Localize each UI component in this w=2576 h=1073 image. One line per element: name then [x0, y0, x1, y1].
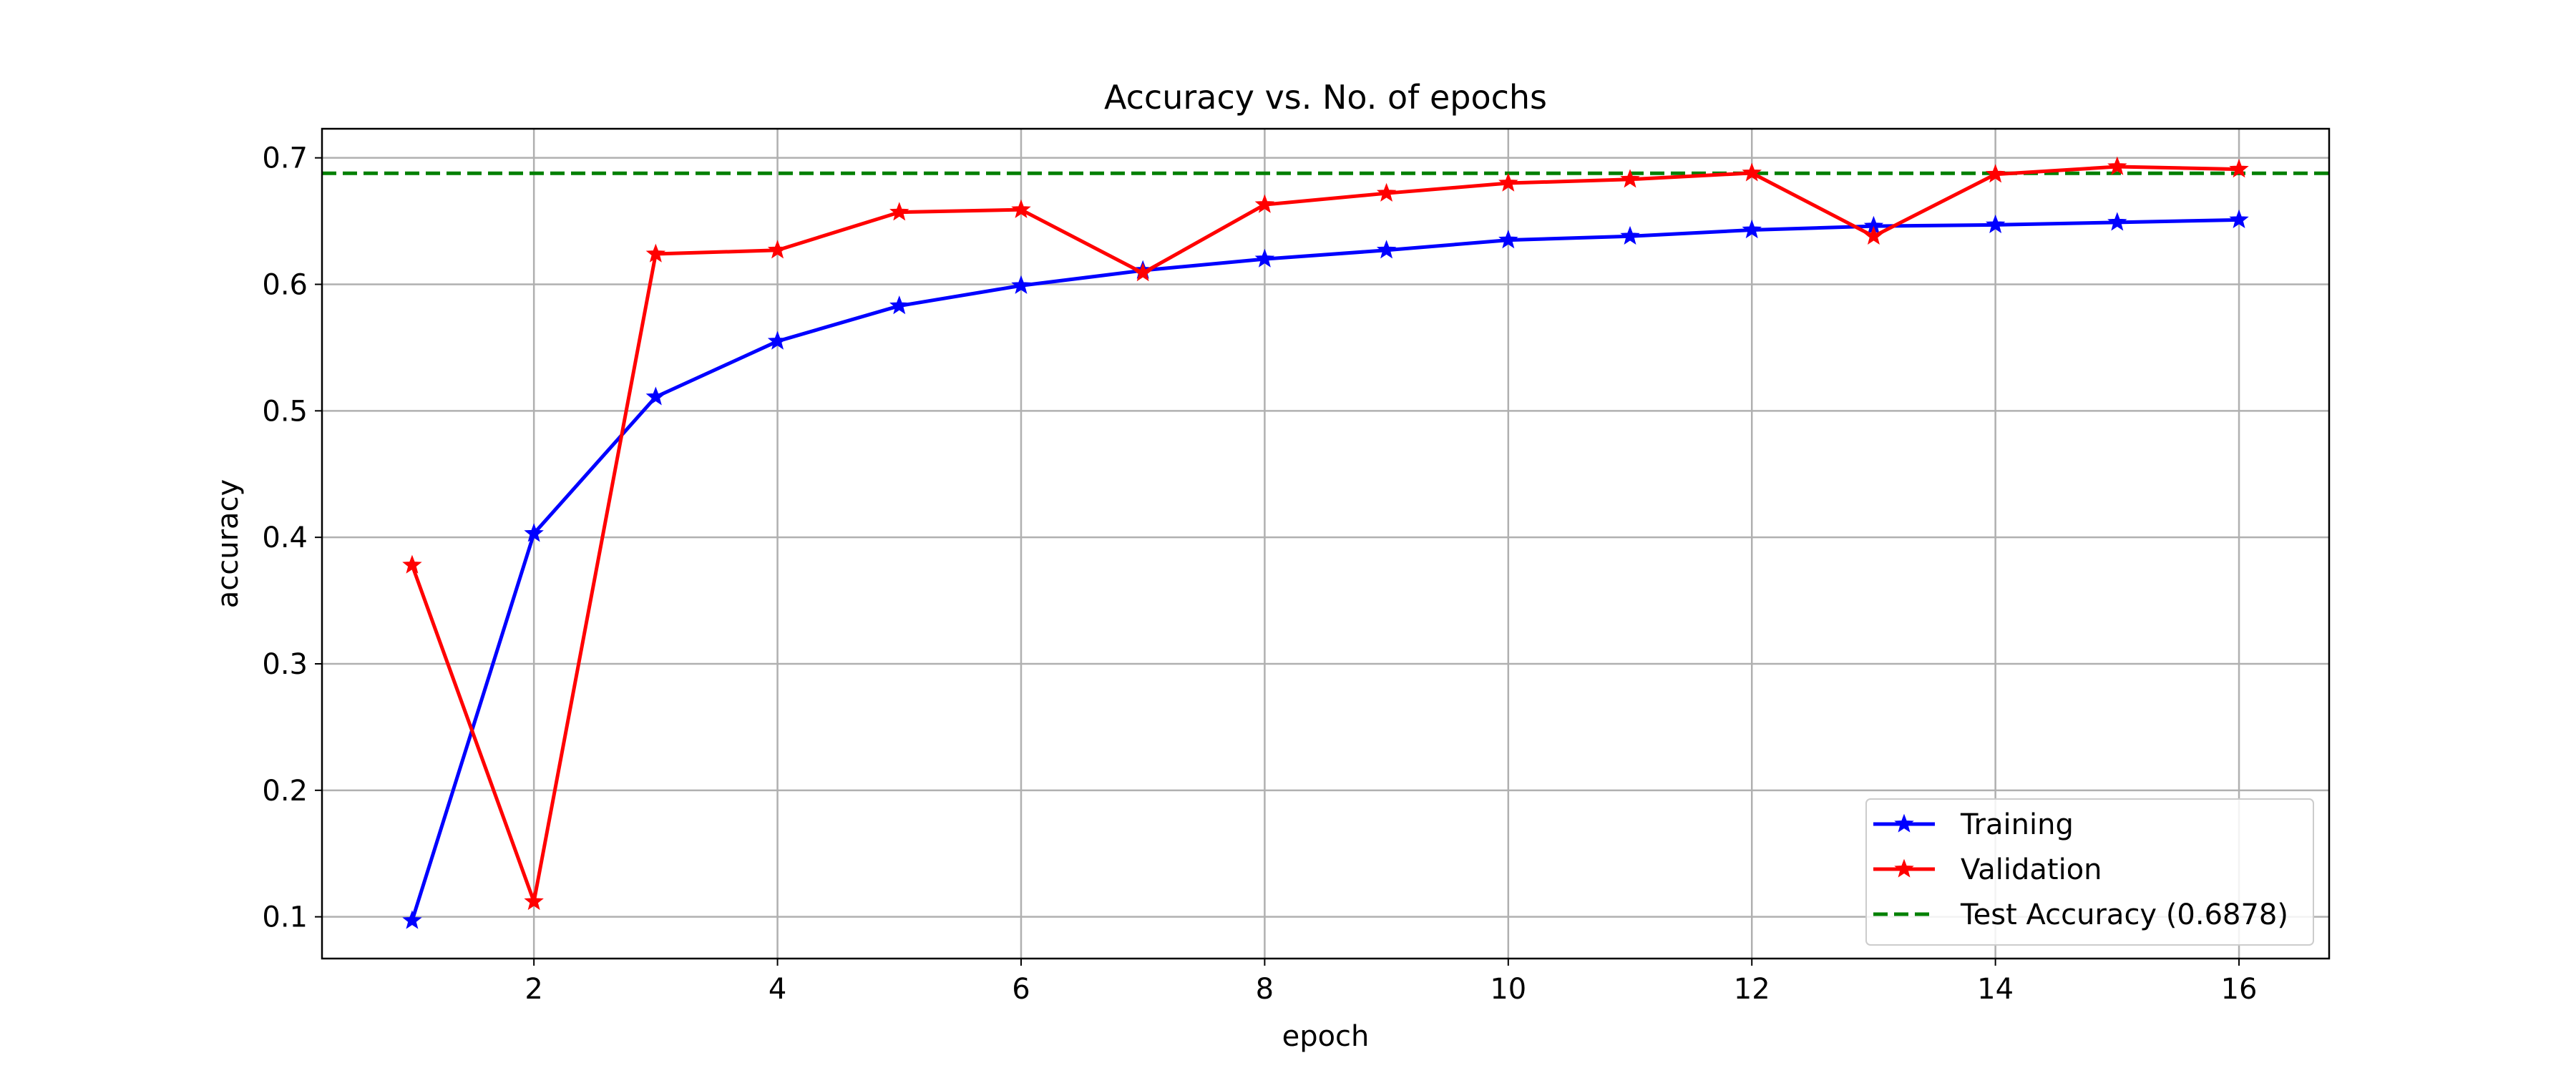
training-point	[1254, 248, 1275, 268]
training-point	[767, 330, 788, 350]
training-point	[2107, 212, 2127, 231]
validation-point	[1863, 225, 1884, 245]
y-tick-label: 0.1	[262, 901, 308, 934]
validation-line	[410, 165, 2240, 903]
validation-point	[1254, 194, 1275, 213]
x-tick-label: 2	[525, 973, 542, 1006]
validation-point	[2107, 156, 2127, 175]
training-point	[645, 386, 666, 406]
validation-point	[645, 243, 666, 263]
validation-point	[1133, 263, 1153, 282]
validation-point	[1498, 172, 1518, 192]
validation-point	[1011, 199, 1031, 218]
training-line	[410, 217, 2240, 921]
training-point	[1985, 214, 2006, 234]
x-tick-label: 12	[1734, 973, 1770, 1006]
training-point	[524, 523, 544, 542]
y-axis-label: accuracy	[212, 479, 245, 608]
x-tick-label: 6	[1012, 973, 1030, 1006]
chart-title: Accuracy vs. No. of epochs	[1104, 78, 1547, 117]
training-point	[2229, 209, 2249, 228]
validation-point	[2229, 159, 2249, 178]
y-tick-label: 0.4	[262, 521, 308, 554]
y-tick-label: 0.7	[262, 142, 308, 175]
training-point	[1376, 240, 1397, 259]
training-point	[1498, 230, 1518, 249]
validation-point	[1742, 162, 1762, 182]
x-tick-label: 10	[1490, 973, 1526, 1006]
legend-label: Validation	[1961, 853, 2102, 886]
legend: Training Validation Test Accuracy (0.6878)	[1865, 798, 2314, 946]
validation-point	[1985, 164, 2006, 183]
x-tick-label: 14	[1977, 973, 2014, 1006]
validation-point	[767, 240, 788, 259]
y-tick-label: 0.6	[262, 269, 308, 302]
legend-marker-validation	[1894, 858, 1914, 878]
validation-point	[402, 554, 422, 574]
training-point	[1742, 220, 1762, 239]
training-point	[889, 295, 909, 315]
grid	[322, 129, 2329, 959]
x-axis-label: epoch	[1282, 1020, 1370, 1053]
y-tick-label: 0.2	[262, 775, 308, 808]
x-tick-label: 8	[1256, 973, 1274, 1006]
legend-box	[1865, 798, 2314, 946]
legend-marker-training	[1894, 813, 1914, 833]
y-tick-label: 0.5	[262, 395, 308, 428]
ticks: 2 4 6 8 10 12 14 16 0.1 0.2 0.3 0.4 0.5 0.6 0.7	[262, 142, 2257, 1006]
series-lines	[402, 156, 2249, 929]
y-tick-label: 0.3	[262, 648, 308, 681]
training-point	[1620, 225, 1640, 245]
validation-point	[1376, 182, 1397, 202]
validation-point	[1620, 169, 1640, 188]
x-tick-label: 4	[769, 973, 786, 1006]
x-tick-label: 16	[2221, 973, 2258, 1006]
legend-label: Training	[1960, 808, 2074, 841]
plot-frame	[321, 127, 2331, 960]
legend-label: Test Accuracy (0.6878)	[1960, 898, 2288, 931]
training-point	[1011, 275, 1031, 294]
training-point	[402, 910, 422, 929]
validation-point	[524, 891, 544, 911]
validation-point	[889, 202, 909, 221]
